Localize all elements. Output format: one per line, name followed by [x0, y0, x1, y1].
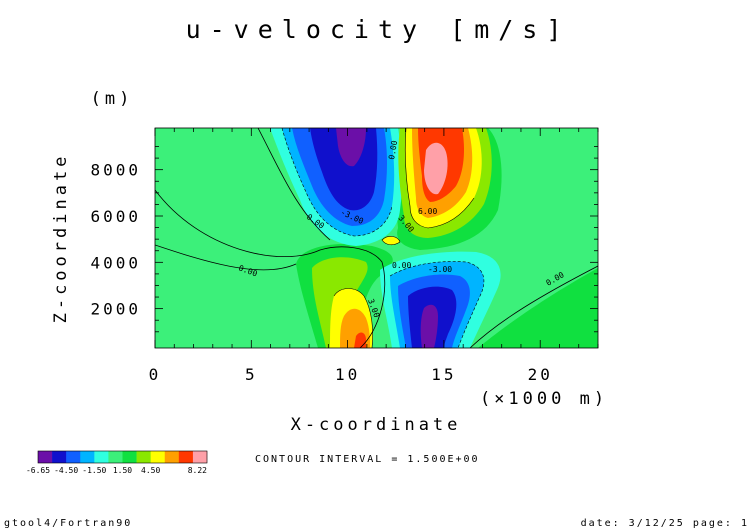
- colorbar-swatch: [80, 451, 95, 463]
- zero-contour-left: [155, 189, 386, 348]
- colorbar-swatch: [150, 451, 166, 463]
- colorbar-swatch: [136, 451, 151, 463]
- contour-label: 0.00: [392, 261, 411, 270]
- contour-fill-neg-lower-core: [420, 304, 438, 348]
- zero-contour-lower-left: [155, 244, 297, 271]
- contour-label: 0.00: [387, 140, 399, 161]
- colorbar-tick-label: 4.50: [141, 466, 160, 475]
- contour-fill-pos-lower-core: [354, 332, 366, 348]
- contour-interval: CONTOUR INTERVAL = 1.500E+00: [255, 454, 480, 465]
- colorbar-tick-label: -6.65: [26, 466, 50, 475]
- contour-label: 6.00: [418, 207, 437, 216]
- colorbar-swatch: [38, 451, 53, 463]
- x-tick-label: 10: [335, 365, 360, 384]
- x-tick-label: 20: [528, 365, 553, 384]
- y-tick-label: 6000: [90, 207, 141, 226]
- footer-left: gtool4/Fortran90: [4, 518, 132, 529]
- axis-tick-labels: 0 5 10 15 20 2000 4000 6000 8000: [90, 161, 553, 384]
- x-tick-label: 0: [149, 365, 162, 384]
- colorbar-labels: -6.65 -4.50 -1.50 1.50 4.50 8.22: [26, 466, 207, 475]
- colorbar-tick-label: -4.50: [54, 466, 78, 475]
- y-axis-label: Z-coordinate: [51, 153, 71, 324]
- x-axis-unit: (×1000 m): [480, 389, 608, 409]
- footer-right: date: 3/12/25 page: 1: [581, 518, 749, 529]
- colorbar: [37, 450, 208, 464]
- plot-area: 0.00 0.00 0.00 0.00 0.00 -3.00 -3.00 3.0…: [155, 128, 598, 348]
- colorbar-swatch: [66, 451, 81, 463]
- plot-frame: [154, 127, 599, 349]
- chart-title: u-velocity [m/s]: [186, 15, 571, 44]
- contour-fill-neg-upper-core: [336, 128, 366, 167]
- colorbar-frame: [37, 450, 208, 464]
- zero-contours: [155, 128, 598, 348]
- colorbar-swatch: [94, 451, 109, 463]
- colorbar-tick-label: 1.50: [113, 466, 132, 475]
- x-axis-label: X-coordinate: [291, 415, 462, 435]
- contour-label: -3.00: [428, 265, 452, 274]
- colorbar-swatch: [122, 451, 137, 463]
- contour-fill-pos-upper-core: [424, 142, 448, 195]
- colorbar-tick-label: -1.50: [82, 466, 106, 475]
- zero-contour-top: [257, 128, 331, 241]
- y-tick-label: 2000: [90, 300, 141, 319]
- contour-fill-right-low: [478, 268, 598, 348]
- x-tick-label: 5: [245, 365, 258, 384]
- negative-contours: [281, 128, 485, 348]
- zero-contour-right: [469, 265, 598, 348]
- contour-fill-lens: [381, 236, 401, 246]
- colorbar-swatch: [52, 451, 67, 463]
- colorbar-swatch: [164, 451, 180, 463]
- colorbar-swatch: [192, 451, 208, 463]
- positive-contours: [333, 128, 475, 348]
- y-tick-label: 4000: [90, 253, 141, 272]
- colorbar-tick-label: 8.22: [188, 466, 207, 475]
- x-tick-label: 15: [431, 365, 456, 384]
- colorbar-swatch: [108, 451, 123, 463]
- y-tick-label: 8000: [90, 161, 141, 180]
- axis-ticks: [154, 128, 599, 348]
- colorbar-swatch: [178, 451, 194, 463]
- y-axis-unit: (m): [91, 89, 134, 109]
